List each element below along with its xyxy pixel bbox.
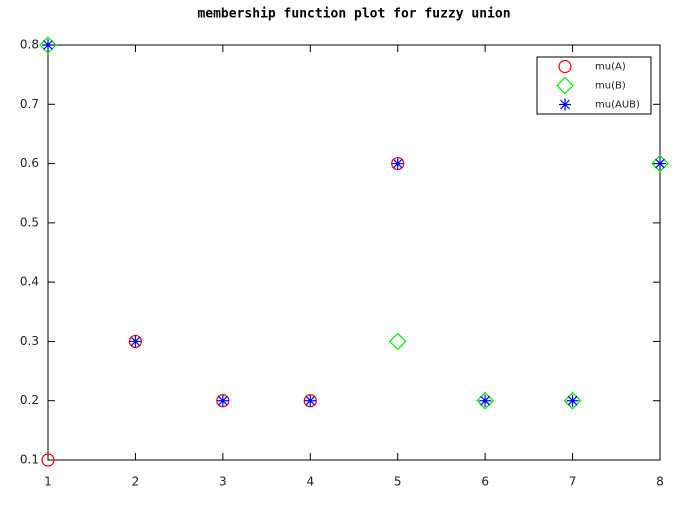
legend-label: mu(B) <box>595 81 626 92</box>
x-tick-label: 2 <box>132 475 140 489</box>
marker-diamond <box>651 154 669 173</box>
y-tick-label: 0.3 <box>20 334 39 348</box>
marker-circle <box>558 59 572 74</box>
x-tick-label: 3 <box>219 475 227 489</box>
legend-label: mu(A) <box>595 62 626 73</box>
y-tick-label: 0.6 <box>20 156 39 170</box>
legend-box <box>536 56 652 115</box>
marker-star <box>559 98 571 111</box>
marker-diamond <box>388 332 407 351</box>
marker-diamond <box>39 36 57 54</box>
marker-star <box>42 39 54 51</box>
x-tick-label: 6 <box>481 475 489 489</box>
marker-star <box>129 335 142 348</box>
plot-frame <box>47 44 661 461</box>
x-tick-label: 4 <box>306 475 314 489</box>
marker-star <box>304 394 317 407</box>
marker-star <box>566 394 579 407</box>
y-tick-label: 0.4 <box>20 275 39 289</box>
y-tick-label: 0.1 <box>20 453 39 467</box>
chart-title: membership function plot for fuzzy union <box>197 7 510 22</box>
marker-star <box>216 394 229 407</box>
marker-diamond <box>556 76 574 95</box>
y-tick-label: 0.7 <box>20 97 39 111</box>
marker-star <box>479 394 492 407</box>
marker-diamond <box>563 391 582 410</box>
marker-star <box>654 157 666 170</box>
y-tick-label: 0.2 <box>20 393 39 407</box>
x-tick-label: 8 <box>656 475 664 489</box>
y-tick-label: 0.8 <box>20 38 39 52</box>
marker-star <box>391 157 404 170</box>
x-tick-label: 1 <box>44 475 52 489</box>
marker-circle <box>41 453 55 467</box>
x-tick-label: 5 <box>394 475 402 489</box>
marker-diamond <box>476 391 494 410</box>
legend-label: mu(AUB) <box>595 100 640 111</box>
y-tick-label: 0.5 <box>20 215 39 229</box>
x-tick-label: 7 <box>569 475 577 489</box>
